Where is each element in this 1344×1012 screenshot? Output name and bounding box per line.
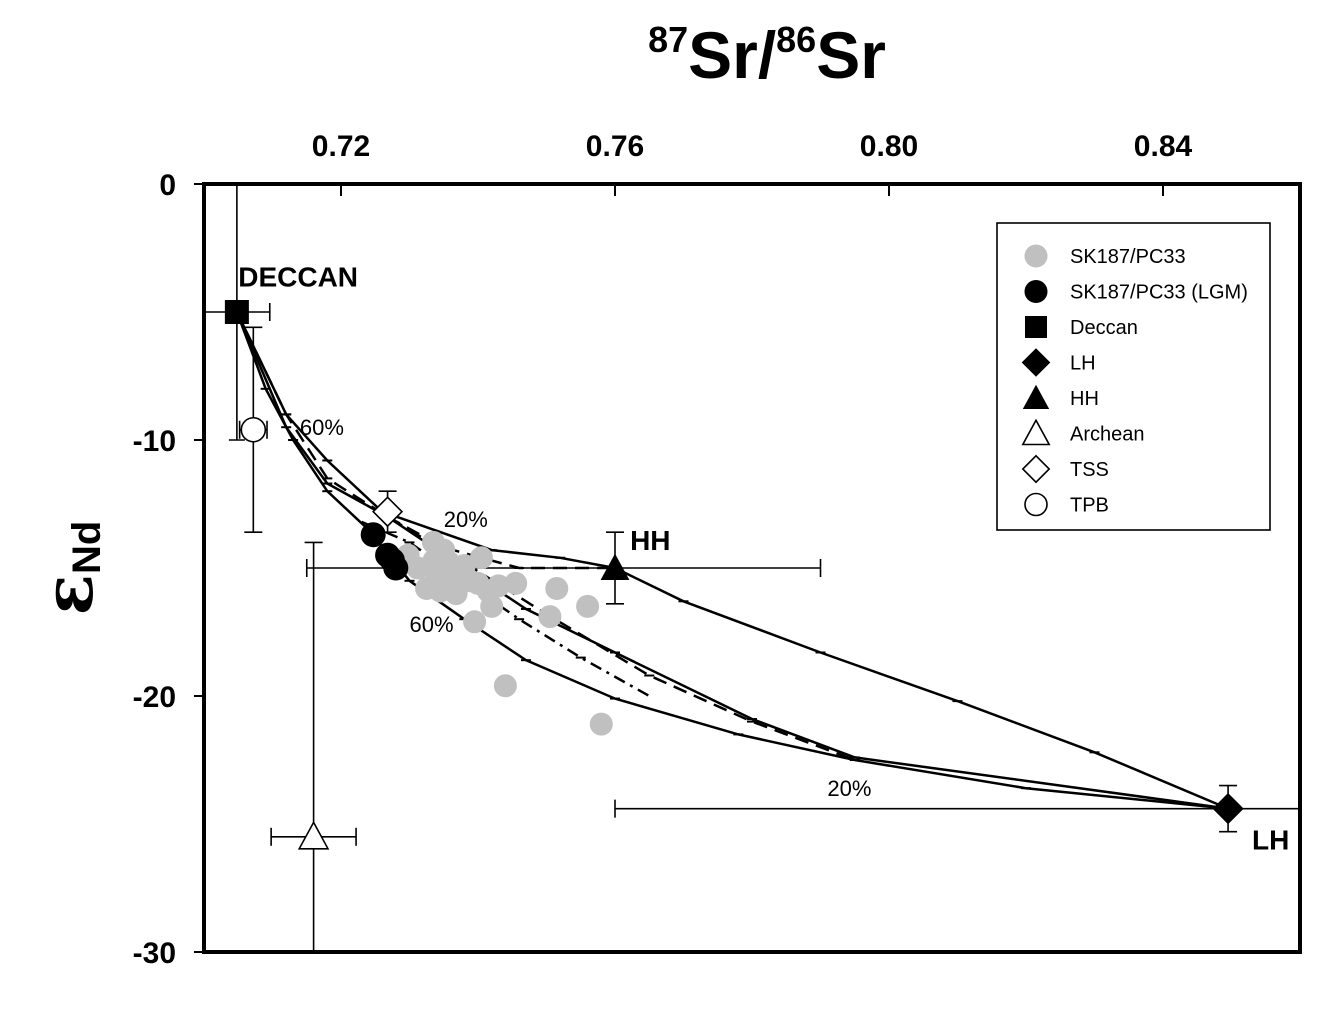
plot-area: 0.72 0.76 0.80 0.84 0 -10 -20 -30 DECCAN HH LH 60% 2…: [133, 130, 1302, 970]
legend-marker-sk187-pc33: [1024, 244, 1048, 268]
annotation-60pct: 60%: [410, 612, 454, 637]
mixing-curve-4: [235, 311, 856, 762]
y-tick-label: 0: [159, 169, 176, 202]
annotation-hh: HH: [630, 525, 670, 556]
title-part1: Sr/: [688, 18, 776, 92]
ylabel-main: ε: [29, 574, 109, 615]
legend-box: [996, 222, 1271, 531]
annotation-lh: LH: [1252, 825, 1289, 856]
x-tick-label: 0.80: [860, 130, 918, 163]
legend-marker-tpb: [1024, 492, 1048, 517]
chart-title: 87Sr/86Sr: [648, 18, 886, 92]
y-tick-label: -10: [133, 425, 176, 458]
legend-label-sk187-pc33-lgm-: SK187/PC33 (LGM): [1070, 282, 1248, 304]
archean-point: [297, 820, 330, 850]
legend-label-archean: Archean: [1070, 424, 1145, 446]
sk187-pc33-point: [463, 610, 487, 634]
deccan-point: [224, 300, 249, 324]
y-axis-label: εNd: [29, 521, 109, 616]
sk187-pc33-point: [480, 594, 504, 618]
legend: SK187/PC33 SK187/PC33 (LGM) Deccan LH HH Arch…: [996, 222, 1271, 531]
tpb-point: [240, 416, 267, 443]
legend-marker-archean: [1021, 418, 1051, 446]
legend-label-tpb: TPB: [1070, 495, 1109, 517]
sk187-pc33-point: [469, 546, 493, 570]
legend-marker-sk187-pc33-lgm-: [1024, 280, 1048, 303]
sk187-pc33-point: [493, 674, 517, 698]
mixing-curve-1: [235, 311, 1229, 810]
plot-frame: [202, 182, 1302, 954]
tss-point: [372, 496, 404, 528]
legend-label-tss: TSS: [1070, 459, 1109, 481]
sk187-pc33-lgm--point: [360, 522, 386, 548]
legend-marker-tss: [1021, 454, 1051, 484]
title-sup1: 87: [648, 19, 688, 60]
legend-label-sk187-pc33: SK187/PC33: [1070, 246, 1186, 268]
annotation-60pct: 60%: [300, 415, 344, 440]
lh-point: [1212, 793, 1244, 825]
y-tick-label: -30: [133, 937, 176, 970]
legend-label-hh: HH: [1070, 388, 1099, 410]
legend-marker-deccan: [1025, 316, 1047, 338]
sk187-pc33-lgm--point: [383, 555, 409, 581]
title-sup2: 86: [776, 19, 816, 60]
legend-marker-lh: [1021, 348, 1051, 377]
legend-label-lh: LH: [1070, 353, 1096, 375]
sk187-pc33-point: [589, 712, 613, 736]
x-tick-label: 0.72: [312, 130, 370, 163]
y-tick-label: -20: [133, 681, 176, 714]
x-tick-label: 0.84: [1134, 130, 1193, 163]
title-part2: Sr: [816, 18, 886, 92]
annotation-deccan: DECCAN: [238, 261, 358, 292]
sk187-pc33-point: [538, 605, 562, 629]
sk187-pc33-point: [504, 571, 528, 595]
ylabel-sub: Nd: [65, 521, 109, 574]
sk187-pc33-point: [576, 594, 600, 618]
legend-marker-hh: [1022, 384, 1050, 409]
legend-label-deccan: Deccan: [1070, 317, 1138, 339]
x-tick-label: 0.76: [586, 130, 644, 163]
annotation-20pct: 20%: [827, 776, 871, 801]
mixing-curve-6: [361, 520, 650, 698]
sk187-pc33-point: [545, 576, 569, 600]
hh-point: [600, 553, 630, 580]
annotation-20pct: 20%: [444, 507, 488, 532]
mixing-curve-5: [387, 515, 615, 570]
svg-text:εNd: εNd: [29, 521, 109, 616]
